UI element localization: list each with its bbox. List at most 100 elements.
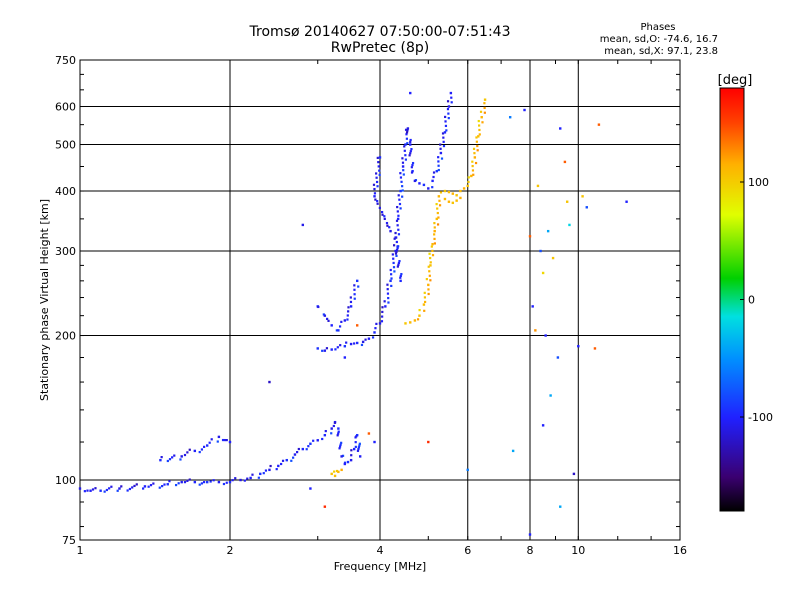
x-mode-point [428, 270, 431, 273]
x-mode-point [436, 211, 439, 215]
scattered-echo-point [466, 468, 469, 472]
x-mode-point [438, 199, 441, 202]
x-mode-point [443, 197, 447, 201]
o-mode-point [440, 157, 444, 160]
o-mode-point [152, 482, 155, 485]
o-mode-point [395, 250, 398, 253]
x-mode-point [435, 217, 438, 221]
o-mode-point [396, 224, 399, 227]
o-mode-point [397, 194, 400, 197]
o-mode-point [212, 479, 215, 482]
o-mode-point [432, 171, 436, 174]
x-mode-point [439, 191, 443, 194]
o-mode-point [86, 489, 89, 492]
o-mode-point [411, 169, 414, 173]
o-mode-point [374, 198, 377, 201]
o-mode-point [337, 432, 340, 435]
x-mode-point [477, 119, 480, 123]
o-mode-point [174, 483, 178, 487]
o-mode-point [251, 473, 254, 476]
o-mode-point [333, 421, 337, 424]
o-mode-point [160, 456, 163, 459]
o-mode-point [330, 427, 333, 430]
o-mode-point [397, 261, 401, 265]
o-mode-point [354, 441, 357, 444]
o-mode-point [336, 346, 339, 349]
o-mode-point [381, 210, 384, 214]
scattered-echo-point [528, 533, 532, 536]
o-mode-point [307, 445, 310, 448]
y-tick-label: 75 [62, 534, 76, 547]
x-mode-point [427, 288, 430, 291]
o-mode-point [441, 132, 445, 135]
x-mode-point [433, 229, 436, 233]
o-mode-point [377, 165, 380, 168]
o-mode-point [384, 305, 387, 308]
o-mode-point [338, 325, 342, 328]
o-mode-point [335, 329, 338, 332]
o-mode-point [234, 477, 237, 480]
o-mode-point [399, 279, 402, 283]
o-mode-point [373, 331, 376, 334]
o-mode-point [357, 447, 360, 451]
x-mode-point [483, 106, 486, 110]
x-tick-label: 1 [77, 544, 84, 557]
o-mode-point [228, 480, 232, 484]
scattered-echo-point [323, 505, 327, 508]
o-mode-point [183, 481, 187, 484]
o-mode-point [410, 166, 413, 169]
o-mode-point [231, 479, 234, 482]
o-mode-point [126, 489, 129, 492]
o-mode-point [163, 483, 166, 486]
scattered-echo-point [559, 127, 562, 130]
o-mode-point [243, 479, 246, 482]
scattered-echo-point [625, 200, 628, 203]
scattered-echo-point [546, 229, 550, 233]
o-mode-point [381, 310, 384, 314]
o-mode-point [401, 161, 405, 164]
o-mode-point [221, 438, 225, 442]
x-mode-point [473, 152, 476, 155]
o-mode-point [324, 429, 327, 433]
o-mode-point [445, 129, 448, 132]
x-mode-point [459, 189, 462, 193]
o-mode-point [128, 487, 132, 491]
o-mode-point [372, 183, 376, 186]
o-mode-point [380, 320, 384, 323]
x-mode-point [428, 252, 431, 255]
o-mode-point [447, 105, 451, 108]
o-mode-point [171, 456, 174, 459]
o-mode-point [439, 143, 442, 146]
o-mode-point [397, 233, 401, 236]
o-mode-point [343, 345, 347, 348]
x-tick-label: 10 [571, 544, 585, 557]
o-mode-point [356, 449, 360, 452]
scattered-echo-point [508, 116, 512, 119]
scattered-echo-point [343, 356, 347, 359]
o-mode-point [269, 464, 272, 468]
x-mode-point [409, 321, 412, 324]
o-mode-point [443, 131, 447, 134]
o-mode-point [357, 285, 360, 288]
o-mode-point [217, 435, 221, 439]
o-mode-point [408, 154, 411, 157]
o-mode-point [323, 314, 327, 317]
scattered-echo-point [597, 123, 601, 126]
o-mode-point [285, 458, 288, 462]
axis-labels: Frequency [MHz] Stationary phase Virtual… [38, 199, 426, 573]
o-mode-point [321, 437, 324, 441]
o-mode-point [435, 169, 438, 173]
o-mode-point [403, 149, 406, 152]
o-mode-point [349, 458, 353, 462]
scattered-echo-point [585, 206, 588, 209]
o-mode-point [353, 293, 356, 296]
o-mode-point [89, 489, 92, 492]
o-mode-point [401, 189, 404, 192]
o-mode-point [378, 206, 381, 210]
o-mode-point [323, 349, 327, 352]
x-mode-point [427, 283, 430, 287]
scattered-echo-point [536, 184, 540, 188]
o-mode-point [399, 207, 402, 210]
x-mode-point [438, 204, 442, 207]
o-mode-point [413, 179, 417, 183]
